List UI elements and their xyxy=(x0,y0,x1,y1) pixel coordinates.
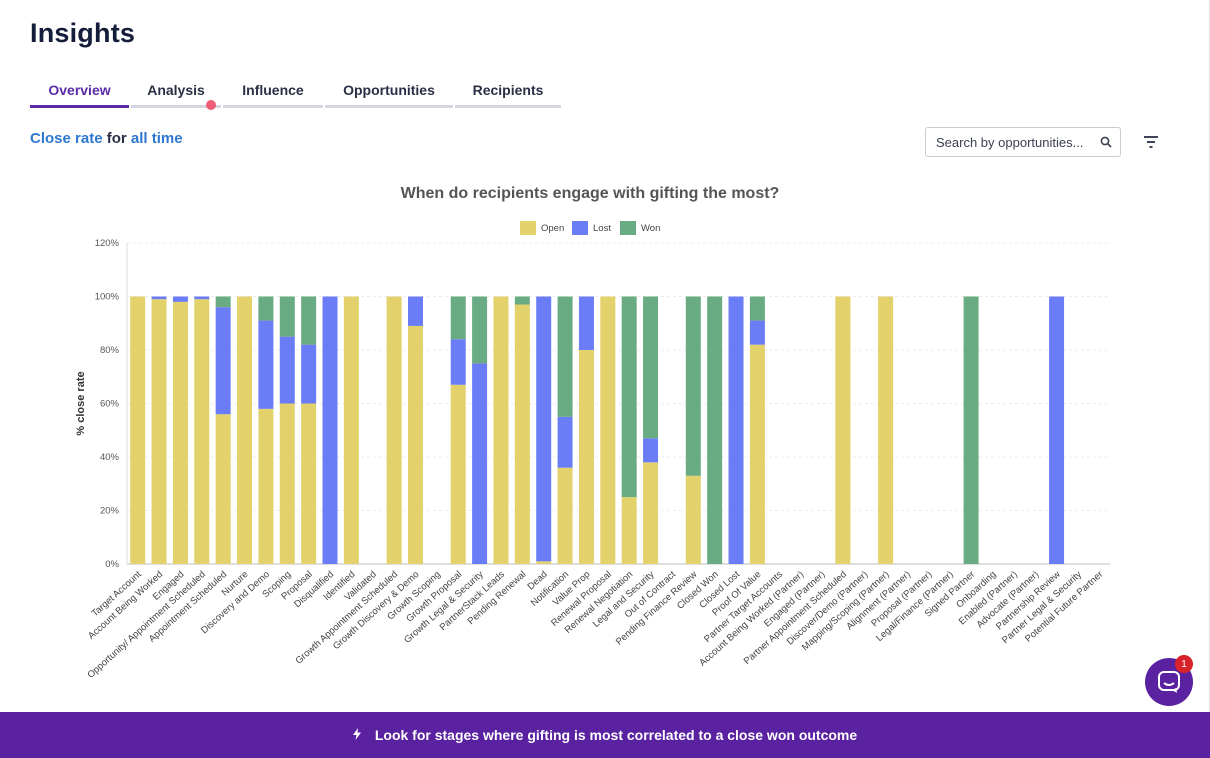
chat-badge: 1 xyxy=(1175,655,1193,673)
bar-segment-won xyxy=(279,296,295,337)
legend-swatch xyxy=(572,221,588,235)
bar-segment-open xyxy=(878,296,894,564)
bar-segment-lost xyxy=(215,307,231,415)
bar-segment-open xyxy=(600,296,616,564)
bar-segment-open xyxy=(643,462,659,564)
bar-segment-open xyxy=(151,299,167,564)
bar-segment-won xyxy=(514,296,530,305)
bar-segment-open xyxy=(172,301,188,564)
bar-segment-won xyxy=(643,296,659,439)
bar-segment-open xyxy=(215,414,231,564)
y-tick-label: 100% xyxy=(95,292,120,303)
bar-segment-lost xyxy=(172,296,188,302)
bar-segment-lost xyxy=(258,320,274,409)
bar-segment-open xyxy=(386,296,402,564)
search-input[interactable]: Search by opportunities... xyxy=(925,127,1121,157)
legend-label: Lost xyxy=(593,223,611,234)
close-rate-chart: 0% 20% 40% 60% 80% 100% 120% % close rate Open Lo… xyxy=(75,221,1110,681)
bar-segment-won xyxy=(215,296,231,308)
bar-segment-won xyxy=(301,296,317,345)
bar-segment-won xyxy=(621,296,637,498)
tip-banner-text: Look for stages where gifting is most co… xyxy=(374,727,858,743)
period-selector[interactable]: all time xyxy=(130,130,183,147)
bar-segment-lost xyxy=(151,296,167,300)
bar-segment-open xyxy=(749,344,765,564)
bar-segment-won xyxy=(749,296,765,321)
bar-segment-lost xyxy=(749,320,765,345)
bar-segment-open xyxy=(279,403,295,564)
tip-banner: Look for stages where gifting is most co… xyxy=(0,712,1210,758)
bar-segment-lost xyxy=(472,363,488,564)
y-tick-label: 40% xyxy=(100,452,120,463)
bar-segment-won xyxy=(258,296,274,321)
bar-segment-won xyxy=(472,296,488,364)
notification-dot xyxy=(206,100,216,110)
bar-segment-open xyxy=(685,475,701,564)
tab-bar: Overview Analysis Influence Opportunitie… xyxy=(30,82,563,108)
lightning-icon xyxy=(352,727,361,743)
y-tick-label: 20% xyxy=(100,506,120,517)
subhead-connector: for xyxy=(102,130,131,147)
y-tick-label: 120% xyxy=(95,238,120,249)
bar-segment-lost xyxy=(279,336,295,404)
bar-segment-won xyxy=(707,296,723,564)
filter-icon[interactable] xyxy=(1140,132,1162,152)
tab-analysis[interactable]: Analysis xyxy=(131,82,221,108)
bar-segment-open xyxy=(258,408,274,564)
tab-recipients[interactable]: Recipients xyxy=(455,82,561,108)
y-tick-label: 80% xyxy=(100,345,120,356)
chat-icon xyxy=(1158,671,1180,693)
bar-segment-open xyxy=(557,467,573,564)
y-tick-label: 0% xyxy=(105,559,119,570)
bar-segment-open xyxy=(514,304,530,564)
bar-segment-lost xyxy=(557,416,573,468)
tab-analysis-label: Analysis xyxy=(147,82,205,98)
bar-segment-won xyxy=(685,296,701,476)
bar-segment-lost xyxy=(194,296,210,300)
tab-influence[interactable]: Influence xyxy=(223,82,323,108)
chart-title: When do recipients engage with gifting t… xyxy=(400,185,780,202)
legend-label: Open xyxy=(541,223,564,234)
metric-selector[interactable]: Close rate xyxy=(30,130,103,147)
tab-overview[interactable]: Overview xyxy=(30,82,129,108)
bar-segment-lost xyxy=(322,296,338,564)
bar-segment-lost xyxy=(407,296,423,326)
bar-segment-won xyxy=(450,296,466,340)
bar-segment-open xyxy=(407,325,423,564)
bar-segment-open xyxy=(450,384,466,564)
search-icon[interactable] xyxy=(1092,136,1120,148)
bar-segment-open xyxy=(130,296,146,564)
bar-segment-open xyxy=(835,296,851,564)
legend-swatch xyxy=(520,221,536,235)
bar-segment-open xyxy=(578,350,594,564)
bar-segment-open xyxy=(621,497,637,564)
chat-launcher-button[interactable]: 1 xyxy=(1145,655,1193,706)
y-axis-label: % close rate xyxy=(75,371,87,435)
bar-segment-lost xyxy=(450,339,466,385)
bar-segment-open xyxy=(194,299,210,564)
bar-segment-open xyxy=(343,296,359,564)
page-title: Insights xyxy=(30,18,136,48)
tab-opportunities[interactable]: Opportunities xyxy=(325,82,453,108)
bar-segment-open xyxy=(237,296,253,564)
bar-segment-open xyxy=(536,561,552,564)
bar-segment-lost xyxy=(536,296,552,562)
bar-segment-lost xyxy=(301,344,317,404)
legend-label: Won xyxy=(641,223,660,234)
close-rate-heading: Close rate for all time xyxy=(30,130,183,147)
bar-segment-won xyxy=(963,296,979,564)
bar-segment-lost xyxy=(578,296,594,350)
bar-segment-lost xyxy=(728,296,744,564)
bar-segment-open xyxy=(301,403,317,564)
bar-segment-lost xyxy=(1049,296,1065,564)
bar-segment-lost xyxy=(643,438,659,463)
legend-swatch xyxy=(620,221,636,235)
y-tick-label: 60% xyxy=(100,399,120,410)
bar-segment-open xyxy=(493,296,509,564)
search-placeholder: Search by opportunities... xyxy=(936,134,1084,150)
bar-segment-won xyxy=(557,296,573,417)
